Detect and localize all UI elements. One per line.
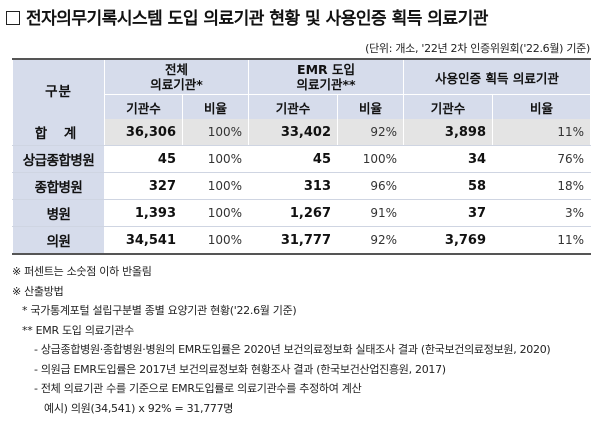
subheader-count: 기관수 — [403, 94, 494, 119]
cell-ratio: 100% — [181, 172, 250, 200]
cell-count: 36,306 — [104, 119, 183, 146]
cell-count: 45 — [248, 145, 339, 173]
footnote-line: 예시) 의원(34,541) x 92% = 31,777명 — [44, 401, 234, 415]
cell-count: 34,541 — [104, 226, 183, 255]
header-group-emr: EMR 도입 의료기관** — [248, 58, 405, 95]
cell-ratio: 100% — [181, 226, 250, 255]
cell-count: 33,402 — [248, 119, 339, 146]
footnote-line: ※ 퍼센트는 소숫점 이하 반올림 — [12, 265, 152, 278]
footnote-line: ** EMR 도입 의료기관수 — [22, 323, 134, 337]
cell-ratio: 3% — [492, 199, 592, 227]
cell-ratio: 100% — [337, 145, 405, 173]
cell-count: 58 — [403, 172, 494, 200]
cell-ratio: 11% — [492, 226, 592, 255]
footnotes: ※ 퍼센트는 소숫점 이하 반올림 ※ 산출방법 * 국가통계포털 설립구분별 … — [10, 262, 595, 418]
cell-count: 3,769 — [403, 226, 494, 255]
header-row-groups: 구분 전체 의료기관* EMR 도입 의료기관** 사용인증 획득 의료기관 — [12, 58, 592, 119]
row-label: 합 계 — [12, 119, 105, 146]
table-row: 합 계 36,306 100% 33,402 92% 3,898 11% — [12, 119, 592, 146]
cell-ratio: 100% — [181, 199, 250, 227]
cell-count: 1,393 — [104, 199, 183, 227]
row-label: 병원 — [12, 199, 105, 227]
subheader-ratio: 비율 — [181, 94, 250, 119]
header-group-total: 전체 의료기관* — [103, 58, 250, 95]
table-row: 상급종합병원 45 100% 45 100% 34 76% — [12, 145, 592, 173]
cell-ratio: 96% — [337, 172, 405, 200]
cell-count: 3,898 — [403, 119, 494, 146]
footnote-line: - 상급종합병원·종합병원·병원의 EMR도입률은 2020년 보건의료정보화 … — [34, 343, 551, 356]
header-group-emr-line1: EMR 도입 — [297, 62, 355, 77]
cell-count: 31,777 — [248, 226, 339, 255]
row-label: 의원 — [12, 226, 105, 255]
cell-ratio: 100% — [181, 119, 250, 146]
table-row: 병원 1,393 100% 1,267 91% 37 3% — [12, 199, 592, 227]
cell-count: 327 — [104, 172, 183, 200]
cell-ratio: 92% — [337, 119, 405, 146]
footnote-line: * 국가통계포털 설립구분별 종별 요양기관 현황('22.6월 기준) — [22, 304, 297, 317]
header-group-certified: 사용인증 획득 의료기관 — [403, 58, 592, 95]
page-title: 전자의무기록시스템 도입 의료기관 현황 및 사용인증 획득 의료기관 — [6, 4, 488, 29]
row-label: 종합병원 — [12, 172, 105, 200]
subheader-count: 기관수 — [104, 94, 183, 119]
stats-table: 구분 전체 의료기관* EMR 도입 의료기관** 사용인증 획득 의료기관 기… — [12, 58, 592, 255]
header-row-sub: 기관수 비율 기관수 비율 기관수 비율 — [13, 94, 592, 119]
subheader-ratio: 비율 — [337, 94, 405, 119]
header-group-total-line2: 의료기관* — [150, 77, 203, 92]
subheader-count: 기관수 — [248, 94, 339, 119]
cell-ratio: 91% — [337, 199, 405, 227]
cell-ratio: 100% — [181, 145, 250, 173]
footnote-line: - 의원급 EMR도입률은 2017년 보건의료정보화 현황조사 결과 (한국보… — [34, 362, 446, 376]
cell-ratio: 76% — [492, 145, 592, 173]
footnote-line: - 전체 의료기관 수를 기준으로 EMR도입률로 의료기관수를 추정하여 계산 — [34, 382, 362, 395]
checkbox-square-icon — [6, 11, 20, 25]
cell-count: 45 — [104, 145, 183, 173]
header-group-total-line1: 전체 — [165, 62, 189, 77]
cell-count: 313 — [248, 172, 339, 200]
cell-count: 37 — [403, 199, 494, 227]
footnote-line: ※ 산출방법 — [12, 284, 64, 298]
cell-count: 1,267 — [248, 199, 339, 227]
header-group-emr-line2: 의료기관** — [296, 77, 356, 92]
cell-ratio: 18% — [492, 172, 592, 200]
table-row: 의원 34,541 100% 31,777 92% 3,769 11% — [12, 226, 592, 255]
cell-ratio: 92% — [337, 226, 405, 255]
cell-ratio: 11% — [492, 119, 592, 146]
cell-count: 34 — [403, 145, 494, 173]
table-row: 종합병원 327 100% 313 96% 58 18% — [12, 172, 592, 200]
subheader-ratio: 비율 — [492, 94, 592, 119]
unit-note: (단위: 개소, '22년 2차 인증위원회('22.6월) 기준) — [365, 42, 590, 55]
page-title-text: 전자의무기록시스템 도입 의료기관 현황 및 사용인증 획득 의료기관 — [26, 9, 488, 29]
row-label: 상급종합병원 — [12, 145, 105, 173]
header-gubun: 구분 — [12, 58, 105, 119]
